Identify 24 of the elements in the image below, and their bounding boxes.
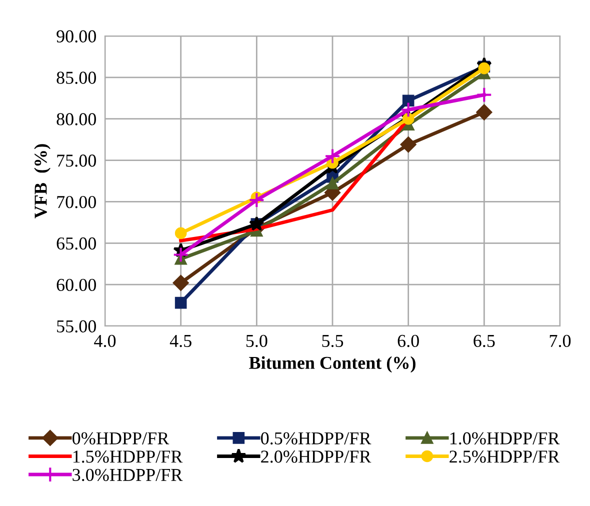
y-tick-label: 70.00 [57, 196, 96, 208]
y-tick-label: 75.00 [57, 154, 96, 167]
y-tick-label: 60.00 [56, 278, 96, 292]
legend-label: 2.5%HDPP/FR [450, 450, 560, 463]
x-tick-label: 6.0 [398, 334, 419, 348]
x-axis-title: Bitumen Content (%) [249, 356, 416, 373]
x-tick-label: 6.5 [474, 334, 495, 348]
x-tick-label: 4.5 [170, 334, 192, 348]
legend-label: 2.0%HDPP/FR [261, 450, 372, 463]
legend-label: 1.5%HDPP/FR [73, 450, 183, 463]
x-tick-label: 4.0 [94, 334, 116, 348]
x-tick-label: 5.5 [322, 335, 344, 348]
y-tick-label: 80.00 [56, 113, 96, 126]
legend-label: 1.0%HDPP/FR [450, 432, 560, 445]
y-tick-label: 65.00 [56, 237, 96, 250]
x-tick-label: 5.0 [246, 334, 268, 348]
y-tick-label: 85.00 [56, 72, 96, 84]
legend-label: 0.5%HDPP/FR [261, 432, 372, 445]
x-tick-label: 7.0 [550, 334, 571, 348]
y-axis-title: VFB (%) [34, 144, 50, 218]
legend-label: 0%HDPP/FR [72, 432, 170, 444]
y-tick-label: 55.00 [57, 320, 96, 333]
y-tick-label: 90.00 [56, 30, 96, 43]
legend-label: 3.0%HDPP/FR [72, 468, 183, 482]
